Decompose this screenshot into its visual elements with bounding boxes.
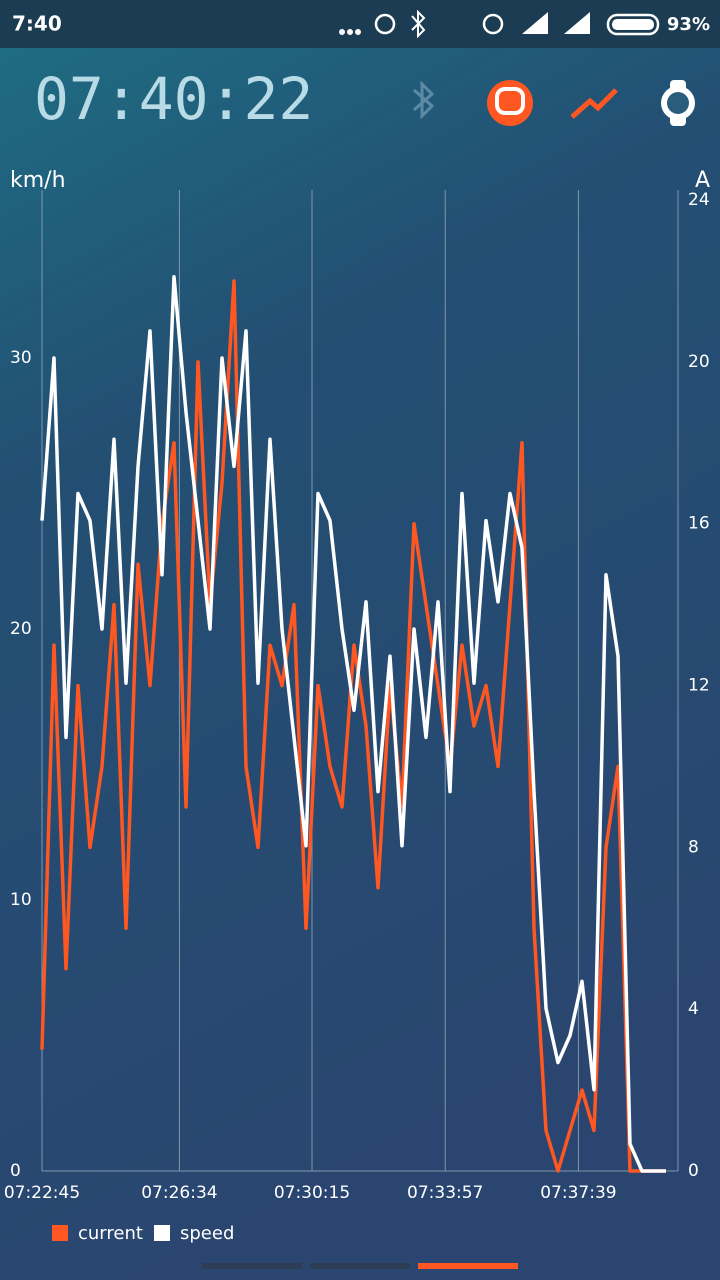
x-tick-label: 07:26:34 bbox=[141, 1183, 217, 1203]
y2-tick-label: 8 bbox=[688, 837, 699, 857]
wheel-icon[interactable] bbox=[487, 80, 533, 126]
status-icons bbox=[339, 9, 660, 39]
battery-level: 93% bbox=[667, 14, 710, 35]
y2-tick-label: 0 bbox=[688, 1161, 699, 1181]
y-axis-label: km/h bbox=[10, 168, 66, 193]
bluetooth-icon[interactable] bbox=[413, 80, 435, 120]
watch-icon[interactable] bbox=[661, 80, 695, 126]
legend-swatch bbox=[154, 1225, 170, 1241]
legend-label: speed bbox=[180, 1223, 234, 1244]
y-tick-label: 10 bbox=[10, 890, 32, 910]
status-time: 7:40 bbox=[12, 12, 62, 36]
y2-tick-label: 20 bbox=[688, 352, 710, 372]
y-tick-label: 20 bbox=[10, 619, 32, 639]
y-tick-label: 30 bbox=[10, 348, 32, 368]
y2-tick-label: 12 bbox=[688, 676, 710, 696]
chart: km/h A 07:22:45 07:26:34 07:30:15 07:33:57 07:… bbox=[4, 168, 710, 1244]
clock: 07:40:22 bbox=[34, 65, 313, 133]
x-tick-label: 07:33:57 bbox=[407, 1183, 483, 1203]
series-line bbox=[40, 274, 666, 1173]
page-indicator bbox=[202, 1263, 518, 1269]
legend-label: current bbox=[78, 1223, 143, 1244]
y2-tick-label: 4 bbox=[688, 999, 699, 1019]
x-tick-label: 07:30:15 bbox=[274, 1183, 350, 1203]
header-icons bbox=[413, 80, 695, 126]
y2-tick-label: 24 bbox=[688, 190, 710, 210]
status-bar bbox=[0, 0, 720, 48]
legend-swatch bbox=[52, 1225, 68, 1241]
y2-axis-label: A bbox=[695, 168, 710, 193]
y2-tick-label: 16 bbox=[688, 514, 710, 534]
chart-icon[interactable] bbox=[570, 88, 618, 119]
series-line bbox=[40, 279, 666, 1173]
x-tick-label: 07:37:39 bbox=[540, 1183, 616, 1203]
y-tick-label: 0 bbox=[10, 1161, 21, 1181]
x-tick-label: 07:22:45 bbox=[4, 1183, 80, 1203]
